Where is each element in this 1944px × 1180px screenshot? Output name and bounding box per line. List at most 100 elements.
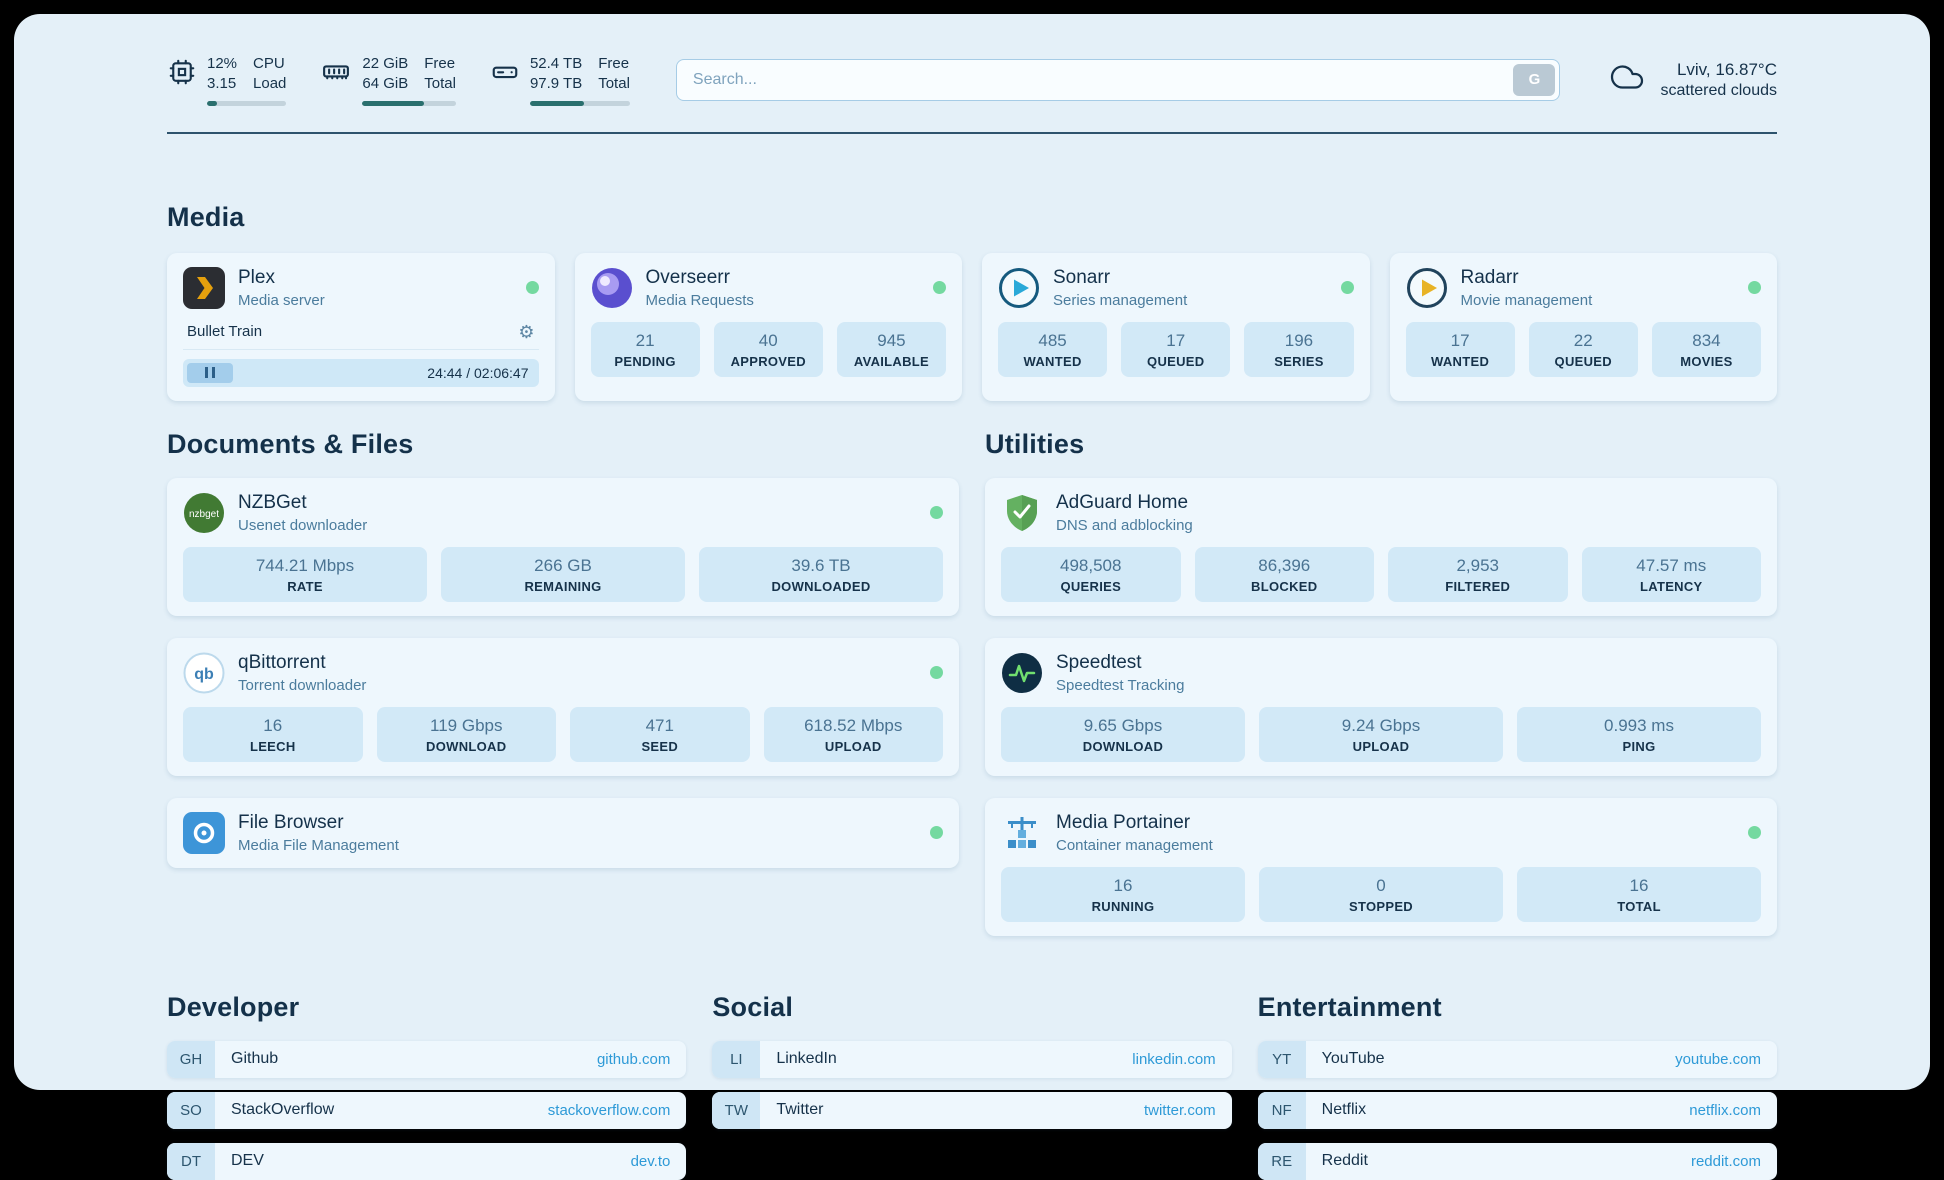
bookmark-abbr: RE (1257, 1142, 1306, 1180)
qbittorrent-icon: qb (183, 652, 225, 694)
service-name: qBittorrent (238, 651, 326, 673)
service-card-sonarr[interactable]: Sonarr Series management 485 WANTED 17 Q… (982, 252, 1370, 401)
disk-label-bottom: Total (598, 75, 630, 93)
stat-box: 22 QUEUED (1528, 321, 1638, 377)
search-bar: G (675, 58, 1561, 101)
bookmark-github[interactable]: GH Github github.com (167, 1040, 687, 1078)
bookmark-youtube[interactable]: YT YouTube youtube.com (1257, 1040, 1777, 1078)
ram-icon (320, 57, 352, 92)
bookmark-dev[interactable]: DT DEV dev.to (167, 1142, 687, 1180)
section-title-social: Social (712, 991, 794, 1022)
service-name: File Browser (238, 811, 344, 833)
service-name: Overseerr (645, 266, 730, 288)
bookmark-url[interactable]: stackoverflow.com (547, 1101, 671, 1119)
svg-text:qb: qb (194, 666, 214, 683)
pause-button[interactable] (187, 362, 233, 383)
service-desc: Media server (238, 291, 325, 309)
search-input[interactable] (675, 58, 1561, 101)
bookmark-name: LinkedIn (776, 1050, 837, 1067)
service-desc: Media File Management (238, 836, 399, 854)
status-dot (1340, 281, 1354, 294)
section-title-entertainment: Entertainment (1257, 991, 1442, 1022)
disk-total: 97.9 TB (529, 75, 583, 93)
service-desc: DNS and adblocking (1056, 516, 1193, 534)
bookmark-reddit[interactable]: RE Reddit reddit.com (1257, 1142, 1777, 1180)
ram-usage-bar (362, 100, 456, 106)
bookmark-group-entertainment: Entertainment YT YouTube youtube.com NF … (1257, 991, 1777, 1180)
section-utilities: Utilities AdGuard Home (985, 429, 1777, 936)
disk-label-top: Free (598, 55, 630, 72)
service-card-qbittorrent[interactable]: qb qBittorrent Torrent downloader 16 LEE… (167, 637, 959, 776)
service-desc: Speedtest Tracking (1056, 676, 1185, 694)
bookmark-url[interactable]: dev.to (630, 1152, 671, 1170)
stat-box: 16 LEECH (183, 706, 363, 762)
service-name: Media Portainer (1056, 811, 1191, 833)
speedtest-icon (1001, 652, 1043, 694)
sonarr-icon (998, 267, 1040, 309)
cpu-label-bottom: Load (253, 75, 287, 93)
stat-box: 9.65 Gbps DOWNLOAD (1001, 706, 1245, 762)
stat-box: 498,508 QUERIES (1001, 546, 1181, 602)
stat-box: 39.6 TB DOWNLOADED (699, 546, 943, 602)
service-card-speedtest[interactable]: Speedtest Speedtest Tracking 9.65 Gbps D… (985, 637, 1777, 776)
weather-location: Lviv, 16.87°C (1676, 59, 1777, 79)
topbar: 12% 3.15 CPU Load (167, 54, 1777, 106)
ram-total: 64 GiB (362, 75, 409, 93)
stat-box: 86,396 BLOCKED (1194, 546, 1374, 602)
gear-icon[interactable]: ⚙ (518, 321, 535, 342)
stat-box: 266 GB REMAINING (441, 546, 685, 602)
service-card-radarr[interactable]: Radarr Movie management 17 WANTED 22 QUE… (1389, 252, 1777, 401)
bookmark-url[interactable]: reddit.com (1690, 1152, 1761, 1170)
service-card-nzbget[interactable]: nzbget NZBGet Usenet downloader 744.21 M… (167, 477, 959, 616)
service-card-overseerr[interactable]: Overseerr Media Requests 21 PENDING 40 A… (574, 252, 962, 401)
plex-icon (183, 266, 225, 309)
stat-box: 618.52 Mbps UPLOAD (763, 706, 943, 762)
now-playing-row: Bullet Train ⚙ (183, 321, 539, 350)
bookmark-netflix[interactable]: NF Netflix netflix.com (1257, 1091, 1777, 1129)
status-dot (930, 826, 943, 839)
section-documents: Documents & Files nzbget NZBGet U (167, 429, 959, 936)
service-card-filebrowser[interactable]: File Browser Media File Management (167, 797, 959, 868)
bookmark-linkedin[interactable]: LI LinkedIn linkedin.com (712, 1040, 1232, 1078)
weather-widget[interactable]: Lviv, 16.87°C scattered clouds (1606, 59, 1777, 100)
section-title-documents: Documents & Files (167, 428, 414, 459)
bookmark-name: DEV (231, 1152, 264, 1169)
service-desc: Series management (1053, 291, 1188, 309)
bookmark-url[interactable]: youtube.com (1675, 1050, 1761, 1068)
ram-free: 22 GiB (362, 55, 409, 72)
status-dot (1748, 826, 1761, 839)
bookmark-stackoverflow[interactable]: SO StackOverflow stackoverflow.com (167, 1091, 687, 1129)
search-provider-button[interactable]: G (1513, 63, 1556, 96)
bookmark-twitter[interactable]: TW Twitter twitter.com (712, 1091, 1232, 1129)
bookmark-name: Github (231, 1050, 279, 1067)
bookmark-url[interactable]: netflix.com (1689, 1101, 1761, 1119)
bookmark-group-social: Social LI LinkedIn linkedin.com TW Twitt… (712, 991, 1232, 1180)
service-card-plex[interactable]: Plex Media server Bullet Train ⚙ 24:44 /… (167, 252, 555, 401)
cpu-load: 3.15 (207, 75, 237, 93)
player-progress-bar[interactable]: 24:44 / 02:06:47 (183, 358, 539, 387)
bookmark-group-developer: Developer GH Github github.com SO StackO… (167, 992, 687, 1180)
service-desc: Usenet downloader (238, 516, 368, 534)
stat-box: 834 MOVIES (1651, 321, 1762, 377)
cloud-icon (1606, 59, 1648, 100)
bookmark-url[interactable]: github.com (596, 1050, 671, 1068)
service-name: Radarr (1460, 266, 1519, 288)
stat-box: 119 Gbps DOWNLOAD (376, 706, 556, 762)
bookmark-url[interactable]: twitter.com (1143, 1101, 1216, 1119)
service-name: Plex (238, 266, 275, 288)
stat-box: 196 SERIES (1244, 321, 1354, 377)
disk-usage-bar (529, 100, 630, 106)
service-card-portainer[interactable]: Media Portainer Container management 16 … (985, 797, 1777, 936)
stat-box: 47.57 ms LATENCY (1581, 546, 1761, 602)
disk-free: 52.4 TB (529, 55, 583, 72)
service-card-adguard[interactable]: AdGuard Home DNS and adblocking 498,508 … (985, 477, 1777, 616)
status-dot (1748, 281, 1761, 294)
section-title-media: Media (167, 201, 245, 232)
player-time: 24:44 / 02:06:47 (427, 364, 529, 381)
service-name: Speedtest (1056, 651, 1142, 673)
bookmark-url[interactable]: linkedin.com (1132, 1050, 1216, 1068)
stat-box: 40 APPROVED (713, 321, 823, 377)
stat-box: 485 WANTED (998, 321, 1108, 377)
stat-box: 16 RUNNING (1001, 866, 1245, 922)
bookmark-abbr: SO (167, 1091, 215, 1129)
